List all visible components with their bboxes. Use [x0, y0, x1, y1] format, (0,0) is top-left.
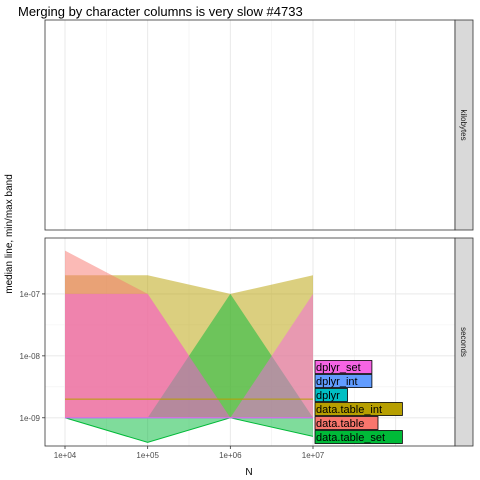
strip-background [454, 237, 474, 447]
direct-label-box [314, 374, 373, 388]
direct-label: data.table [316, 418, 364, 430]
band-dplyr_set [65, 293, 313, 418]
direct-label-box [314, 360, 373, 374]
y-axis-title: median line, min/max band [4, 174, 15, 294]
panel-background [45, 20, 455, 230]
chart-title: Merging by character columns is very slo… [18, 4, 303, 19]
direct-label: dplyr_set [316, 362, 361, 374]
direct-label-box [314, 416, 379, 430]
direct-label: data.table_int [316, 404, 382, 416]
y-tick-label: 1e-07 [20, 290, 41, 299]
x-tick-label: 1e+07 [302, 451, 325, 460]
direct-label: data.table_set [316, 432, 385, 444]
panel-kilobytes: kilobytes [44, 19, 474, 231]
plot-area [64, 250, 314, 443]
x-tick-label: 1e+04 [54, 451, 77, 460]
y-tick-label: 1e-09 [20, 414, 41, 423]
y-tick-label: 1e-08 [20, 352, 41, 361]
x-axis: 1e+04 1e+05 1e+06 1e+07 [54, 446, 325, 460]
strip-label: seconds [459, 327, 468, 357]
strip-background [454, 19, 474, 231]
x-tick-label: 1e+06 [219, 451, 242, 460]
x-tick-label: 1e+05 [136, 451, 159, 460]
direct-label: dplyr_int [316, 376, 358, 388]
direct-label-box [314, 430, 403, 444]
strip-label: kilobytes [459, 109, 468, 140]
median-line-data.table_set [64, 417, 314, 443]
direct-label-box [314, 388, 348, 402]
direct-label-box [314, 402, 403, 416]
x-axis-title: N [245, 467, 252, 478]
direct-label: dplyr [316, 390, 340, 402]
